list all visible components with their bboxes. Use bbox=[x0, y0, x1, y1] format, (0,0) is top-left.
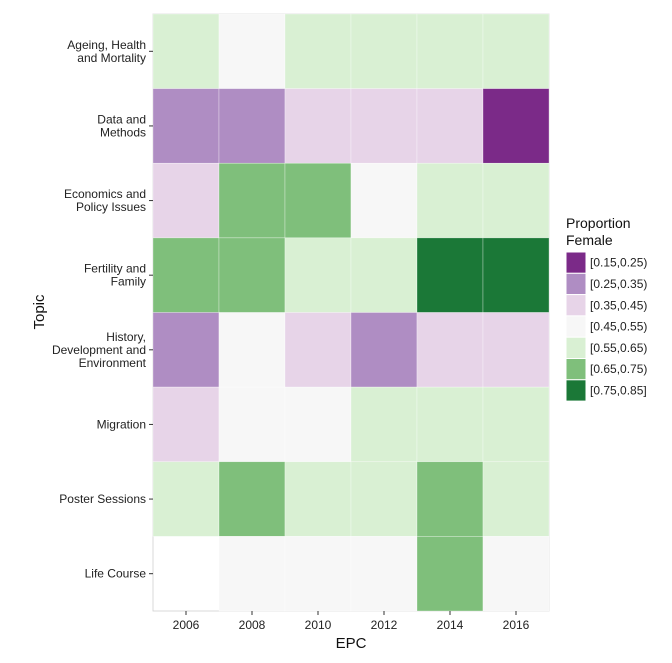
heatmap-cell bbox=[350, 461, 418, 537]
y-tick-label: Life Course bbox=[85, 567, 147, 581]
heatmap-cell bbox=[152, 13, 220, 89]
heatmap-cell bbox=[218, 13, 286, 89]
heatmap-cell bbox=[218, 536, 286, 612]
heatmap-cell bbox=[482, 162, 550, 239]
legend-swatch bbox=[565, 379, 587, 402]
heatmap-cell bbox=[482, 312, 550, 388]
y-axis: Ageing, Health and Mortality Data and Metho… bbox=[52, 38, 153, 581]
heatmap-cell bbox=[284, 312, 352, 388]
heatmap-cell bbox=[482, 88, 550, 164]
heatmap-cell bbox=[416, 536, 484, 612]
heatmap-cell bbox=[218, 237, 286, 313]
x-tick-label: 2014 bbox=[437, 618, 464, 632]
x-tick-label: 2008 bbox=[239, 618, 266, 632]
heatmap-cell bbox=[218, 162, 286, 239]
legend-title: Proportion Female bbox=[566, 215, 631, 248]
legend-swatch bbox=[565, 358, 587, 381]
x-tick-label: 2016 bbox=[503, 618, 530, 632]
legend-label: [0.15,0.25) bbox=[590, 256, 647, 270]
heatmap-cell bbox=[284, 13, 352, 89]
heatmap-cell bbox=[152, 312, 220, 388]
heatmap-cell bbox=[284, 461, 352, 537]
heatmap-cell bbox=[416, 312, 484, 388]
y-tick-label: History, Development and Environment bbox=[52, 330, 147, 370]
heatmap-cell bbox=[152, 162, 220, 239]
y-tick-label: Data and Methods bbox=[97, 112, 146, 139]
legend-label: [0.55,0.65) bbox=[590, 341, 647, 355]
heatmap-cell bbox=[350, 88, 418, 164]
heatmap-cell bbox=[482, 461, 550, 537]
legend-swatch bbox=[565, 251, 587, 274]
y-tick-label: Migration bbox=[97, 417, 146, 431]
legend-label: [0.65,0.75) bbox=[590, 362, 647, 376]
y-tick-label: Fertility and Family bbox=[84, 262, 146, 289]
x-axis: 2006 2008 2010 2012 2014 2016 bbox=[173, 611, 530, 632]
heatmap-cell bbox=[152, 237, 220, 313]
y-tick-label: Ageing, Health and Mortality bbox=[67, 38, 146, 65]
heatmap-cells bbox=[152, 13, 550, 612]
legend-label: [0.45,0.55) bbox=[590, 320, 647, 334]
legend-swatch bbox=[565, 294, 587, 317]
x-tick-label: 2012 bbox=[371, 618, 398, 632]
legend-swatch bbox=[565, 272, 587, 296]
legend: Proportion Female [0.15,0.25) [0.25,0.35) [0… bbox=[565, 215, 647, 402]
heatmap-cell bbox=[350, 386, 418, 463]
heatmap-cell bbox=[350, 237, 418, 313]
y-tick-label: Economics and Policy Issues bbox=[64, 187, 146, 214]
heatmap-cell bbox=[284, 237, 352, 313]
heatmap-cell bbox=[284, 162, 352, 239]
heatmap-cell bbox=[482, 536, 550, 612]
heatmap-cell bbox=[350, 162, 418, 239]
heatmap-cell bbox=[152, 461, 220, 537]
y-tick-label: Poster Sessions bbox=[59, 492, 146, 506]
heatmap-cell bbox=[218, 461, 286, 537]
heatmap-cell bbox=[482, 386, 550, 463]
heatmap-cell bbox=[416, 13, 484, 89]
heatmap-cell bbox=[218, 88, 286, 164]
heatmap-cell bbox=[284, 536, 352, 612]
heatmap-cell bbox=[218, 312, 286, 388]
heatmap-cell bbox=[482, 237, 550, 313]
y-axis-title: Topic bbox=[31, 294, 48, 330]
heatmap-cell bbox=[350, 13, 418, 89]
heatmap-cell bbox=[284, 88, 352, 164]
heatmap-cell bbox=[152, 88, 220, 164]
heatmap-cell bbox=[416, 461, 484, 537]
heatmap-cell bbox=[350, 536, 418, 612]
heatmap-cell bbox=[152, 386, 220, 463]
heatmap-cell bbox=[350, 312, 418, 388]
legend-label: [0.75,0.85] bbox=[590, 383, 647, 397]
x-axis-title: EPC bbox=[336, 635, 367, 652]
legend-swatch bbox=[565, 336, 587, 360]
heatmap-cell bbox=[284, 386, 352, 463]
legend-swatch bbox=[565, 315, 587, 338]
heatmap-cell bbox=[482, 13, 550, 89]
x-tick-label: 2006 bbox=[173, 618, 200, 632]
legend-label: [0.35,0.45) bbox=[590, 298, 647, 312]
legend-label: [0.25,0.35) bbox=[590, 277, 647, 291]
heatmap-cell bbox=[416, 88, 484, 164]
heatmap-cell bbox=[218, 386, 286, 463]
x-tick-label: 2010 bbox=[305, 618, 332, 632]
heatmap-cell bbox=[416, 386, 484, 463]
heatmap-cell bbox=[416, 162, 484, 239]
heatmap-cell bbox=[416, 237, 484, 313]
